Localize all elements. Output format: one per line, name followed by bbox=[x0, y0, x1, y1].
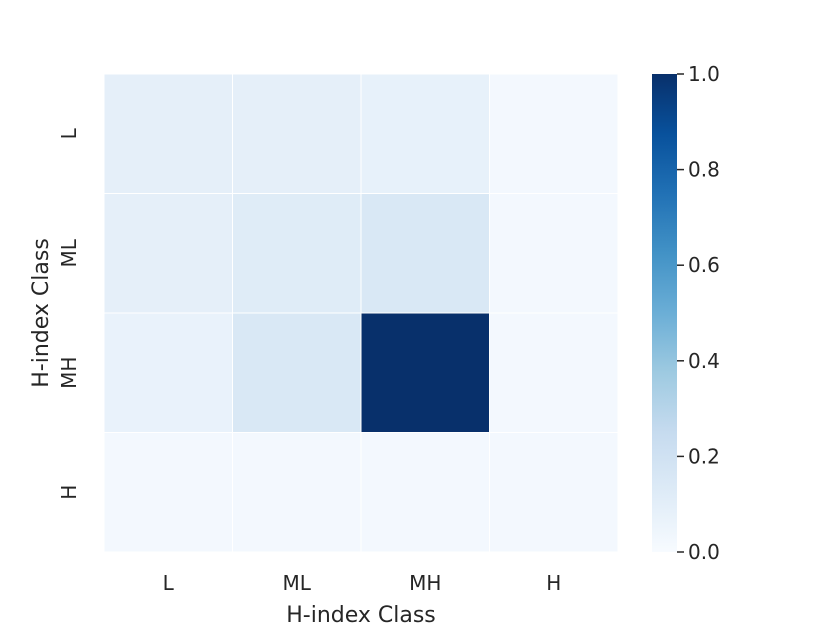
heatmap-cell-MH-MH bbox=[360, 312, 490, 433]
x-tick-label-L: L bbox=[163, 571, 175, 595]
heatmap-cell-L-H bbox=[489, 73, 619, 194]
x-axis-tick-labels: L ML MH H bbox=[163, 571, 562, 595]
colorbar: 0.0 0.2 0.4 0.6 0.8 1.0 bbox=[652, 62, 720, 564]
colorbar-tick-label: 0.0 bbox=[688, 540, 720, 564]
colorbar-tick-label: 0.8 bbox=[688, 158, 720, 182]
colorbar-tick-label: 0.2 bbox=[688, 444, 720, 468]
heatmap-cell-ML-ML bbox=[232, 193, 362, 314]
heatmap-cell-H-MH bbox=[360, 432, 490, 553]
heatmap-cell-L-MH bbox=[360, 73, 490, 194]
heatmap-cell-H-ML bbox=[232, 432, 362, 553]
heatmap-cell-L-L bbox=[103, 73, 233, 194]
x-tick-label-MH: MH bbox=[409, 571, 441, 595]
heatmap-cell-ML-MH bbox=[360, 193, 490, 314]
heatmap-cell-L-ML bbox=[232, 73, 362, 194]
heatmap-cell-MH-H bbox=[489, 312, 619, 433]
y-tick-label-H: H bbox=[57, 485, 81, 500]
heatmap-cells bbox=[103, 73, 619, 553]
y-axis-title: H-index Class bbox=[29, 238, 54, 388]
heatmap-cell-H-L bbox=[103, 432, 233, 553]
heatmap-cell-H-H bbox=[489, 432, 619, 553]
y-axis-tick-labels: L ML MH H bbox=[57, 127, 81, 499]
heatmap-cell-MH-ML bbox=[232, 312, 362, 433]
y-tick-label-L: L bbox=[57, 127, 81, 139]
heatmap-cell-ML-L bbox=[103, 193, 233, 314]
x-tick-label-ML: ML bbox=[283, 571, 312, 595]
heatmap-cell-ML-H bbox=[489, 193, 619, 314]
heatmap-cell-MH-L bbox=[103, 312, 233, 433]
x-tick-label-H: H bbox=[546, 571, 561, 595]
colorbar-gradient bbox=[652, 74, 677, 552]
y-tick-label-MH: MH bbox=[57, 357, 81, 389]
colorbar-tick-label: 0.4 bbox=[688, 349, 720, 373]
y-tick-label-ML: ML bbox=[57, 238, 81, 267]
x-axis-title: H-index Class bbox=[286, 603, 436, 623]
colorbar-tick-label: 0.6 bbox=[688, 253, 720, 277]
colorbar-tick-label: 1.0 bbox=[688, 62, 720, 86]
